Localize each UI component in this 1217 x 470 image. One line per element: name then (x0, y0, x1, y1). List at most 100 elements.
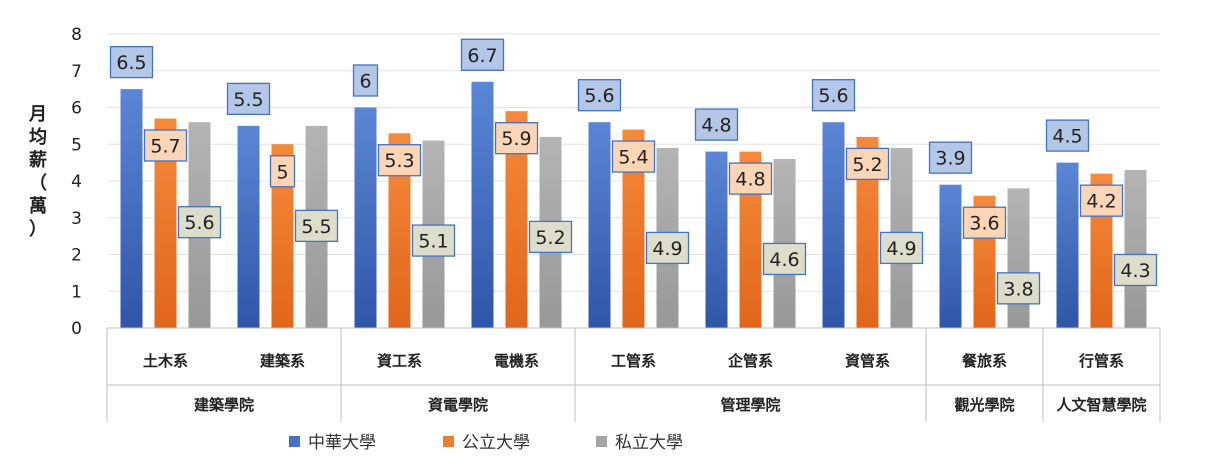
data-label-box (996, 272, 1041, 305)
data-label-box (1113, 253, 1158, 287)
data-label: 4.9 (886, 238, 916, 260)
data-label-box (762, 242, 807, 276)
data-label: 5.9 (501, 128, 531, 150)
y-axis-label-char: 薪 (29, 149, 47, 171)
data-label: 5.1 (418, 231, 448, 253)
bar (471, 81, 494, 329)
data-label-box (109, 45, 154, 79)
data-label: 5 (276, 161, 288, 183)
bar (388, 133, 411, 328)
y-tick-label: 8 (71, 25, 82, 45)
y-axis-label: 月均薪（萬） (28, 104, 47, 240)
data-label: 6.7 (467, 45, 497, 67)
data-label-box (879, 231, 924, 265)
data-label: 5.6 (584, 85, 614, 107)
data-label-box (528, 220, 573, 254)
y-axis-label-char: 月 (28, 104, 47, 125)
category-label: 資管系 (845, 352, 890, 370)
data-label: 5.5 (301, 216, 331, 238)
data-label-box (411, 224, 456, 257)
bar (354, 107, 377, 328)
bar (705, 151, 728, 328)
data-label: 6.5 (116, 52, 146, 74)
group-label: 人文智慧學院 (1056, 396, 1146, 414)
bar (120, 89, 143, 328)
data-label-box (1079, 184, 1124, 217)
data-label: 3.6 (969, 213, 999, 235)
data-label-box (269, 155, 296, 188)
y-axis-label-char: （ (29, 173, 47, 194)
bar (271, 144, 294, 328)
group-label: 管理學院 (720, 396, 780, 414)
data-labels: 6.5 5.7 5.6 5.5 5 5.5 6 5.3 5.1 6.7 5.9 5.2 5.6 5.4 4.… (109, 38, 1158, 305)
data-label-box (352, 64, 379, 97)
bar (237, 125, 260, 328)
data-label-box (377, 144, 422, 177)
bar (1056, 162, 1079, 328)
category-label: 行管系 (1078, 352, 1124, 370)
data-label: 4.6 (769, 249, 799, 271)
data-label-box (1045, 119, 1090, 152)
bar (739, 151, 762, 328)
y-axis-label-char: 萬 (29, 196, 47, 217)
group-label: 建築學院 (194, 396, 254, 414)
y-tick-label: 3 (71, 209, 82, 229)
bar (622, 129, 645, 328)
category-label: 土木系 (143, 352, 188, 370)
data-label-box (577, 79, 622, 112)
data-label-box (494, 122, 539, 155)
data-label-box (143, 129, 188, 162)
bar (939, 184, 962, 328)
data-label-box (177, 206, 222, 239)
bar (822, 122, 845, 328)
data-label: 5.2 (852, 154, 882, 176)
legend: 中華大學 公立大學 私立大學 (289, 433, 683, 453)
legend-swatch (596, 436, 607, 447)
y-tick-label: 6 (71, 99, 82, 119)
data-label-box (694, 108, 739, 141)
data-label-box (226, 82, 271, 116)
data-label-box (928, 141, 973, 174)
y-tick-label: 5 (71, 135, 82, 155)
legend-swatch (289, 436, 300, 447)
category-label: 電機系 (494, 352, 539, 370)
y-tick-label: 4 (71, 172, 82, 192)
data-label: 4.5 (1052, 126, 1082, 148)
y-axis-label-char: 均 (29, 126, 47, 148)
data-label: 5.2 (535, 227, 565, 249)
data-label: 4.3 (1120, 260, 1150, 282)
data-label: 5.3 (384, 150, 414, 172)
group-label: 資電學院 (428, 396, 488, 414)
data-label: 6 (359, 71, 371, 93)
data-label: 4.8 (701, 115, 731, 137)
group-label: 觀光學院 (954, 396, 1014, 414)
data-label: 5.4 (618, 147, 648, 169)
data-label: 4.2 (1086, 191, 1116, 213)
data-label: 5.7 (150, 136, 180, 158)
bar (505, 111, 528, 328)
y-tick-label: 0 (71, 319, 82, 339)
y-axis-ticks: 0 1 2 3 4 5 6 7 8 (71, 25, 82, 339)
data-label: 5.6 (184, 212, 214, 234)
category-label: 建築系 (260, 352, 305, 370)
data-label-box (460, 38, 505, 71)
data-label-box (728, 162, 773, 195)
bar (856, 136, 879, 328)
y-axis-label-char: ） (29, 219, 47, 240)
legend-label: 中華大學 (308, 433, 376, 453)
data-label: 3.9 (935, 148, 965, 170)
data-label-box (811, 79, 856, 112)
bar (1124, 169, 1147, 328)
data-label: 5.5 (233, 89, 263, 111)
data-label-box (962, 206, 1007, 239)
data-label: 4.8 (735, 169, 765, 191)
data-label: 3.8 (1003, 278, 1033, 300)
data-label-box (294, 209, 339, 243)
y-tick-label: 7 (71, 62, 82, 82)
category-label: 企管系 (727, 352, 773, 370)
data-label: 5.6 (818, 85, 848, 107)
y-tick-label: 1 (71, 282, 82, 302)
data-label-box (611, 140, 656, 173)
y-tick-label: 2 (71, 246, 82, 266)
